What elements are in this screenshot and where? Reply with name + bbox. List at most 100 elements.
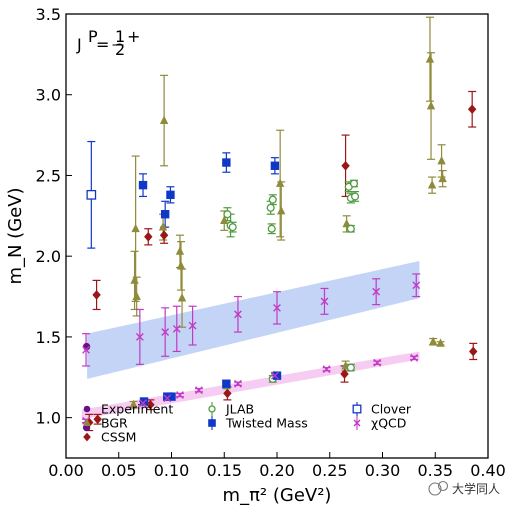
- data-point: [82, 345, 90, 354]
- data-point: [342, 218, 351, 228]
- data-point: [322, 365, 331, 374]
- x-tick-label: 0.20: [259, 461, 295, 480]
- data-point: [129, 399, 138, 409]
- data-point: [146, 399, 155, 410]
- data-point: [234, 310, 242, 319]
- y-tick-label: 3.0: [36, 86, 61, 105]
- x-marker-stroke: [139, 399, 147, 408]
- data-point: [412, 281, 421, 290]
- data-point: [93, 414, 102, 425]
- data-point: [159, 115, 169, 124]
- x-tick-label: 0.15: [206, 461, 242, 480]
- legend-marker: [83, 418, 91, 426]
- data-point: [346, 363, 355, 372]
- legend-marker: [208, 419, 216, 427]
- legend-marker: [208, 405, 216, 413]
- legend-marker: [352, 404, 362, 414]
- data-point: [373, 358, 382, 367]
- error-bars-layer: [82, 16, 478, 432]
- data-point: [144, 232, 153, 242]
- legend-label: CSSM: [101, 430, 136, 445]
- x-tick-label: 0.35: [417, 461, 453, 480]
- data-point: [176, 260, 186, 270]
- data-point: [176, 391, 184, 399]
- plot-frame: [65, 13, 489, 459]
- data-point: [438, 173, 447, 183]
- y-tick-label: 2.0: [36, 247, 61, 266]
- data-point: [436, 338, 445, 347]
- x-marker-stroke: [163, 394, 172, 403]
- x-marker-stroke: [320, 297, 329, 306]
- data-point: [220, 215, 229, 225]
- jp-annotation: J P = 1 2 +: [76, 27, 140, 59]
- y-tick-label: 2.5: [36, 166, 61, 185]
- data-point: [135, 333, 144, 341]
- data-point: [86, 189, 97, 200]
- data-point: [160, 210, 170, 219]
- data-point: [341, 160, 350, 171]
- annotation-sup: P: [88, 27, 98, 46]
- confidence-band: [87, 261, 420, 379]
- data-point: [223, 210, 232, 219]
- x-tick-label: 0.00: [48, 461, 84, 480]
- data-point: [320, 297, 329, 306]
- annotation-den: 2: [115, 40, 125, 59]
- data-point: [410, 354, 419, 362]
- x-marker-stroke: [82, 345, 90, 354]
- x-marker-stroke: [195, 386, 203, 395]
- annotation-num: 1: [115, 27, 125, 46]
- x-marker-stroke: [273, 303, 281, 312]
- y-tick-label: 1.0: [36, 409, 61, 428]
- data-point: [177, 293, 187, 302]
- data-point: [195, 386, 203, 395]
- data-point: [223, 388, 232, 399]
- data-point: [222, 158, 231, 167]
- data-point: [277, 205, 286, 215]
- x-marker-stroke: [135, 333, 144, 341]
- y-axis-title: m_N (GeV): [5, 187, 26, 284]
- x-marker-stroke: [176, 391, 184, 399]
- legend-label: BGR: [101, 416, 128, 431]
- x-axis: 0.00 0.05 0.10 0.15 0.20 0.25 0.30 0.35 0.40: [48, 452, 506, 480]
- data-point: [267, 224, 276, 233]
- data-point: [351, 192, 360, 201]
- watermark: 大学同人: [428, 480, 500, 496]
- legend-marker: [353, 419, 361, 427]
- data-point: [163, 394, 172, 403]
- data-point: [158, 222, 168, 231]
- data-point: [138, 180, 148, 190]
- legend-label: Twisted Mass: [225, 416, 308, 431]
- data-point: [139, 399, 147, 408]
- legend-marker: [83, 432, 91, 442]
- x-marker-stroke: [234, 310, 242, 319]
- legend-label: JLAB: [225, 402, 254, 417]
- data-point: [159, 230, 169, 240]
- data-point: [346, 224, 355, 233]
- data-point: [372, 287, 381, 296]
- confidence-band: [81, 351, 420, 420]
- x-marker-stroke: [188, 321, 197, 330]
- legend-marker: [83, 405, 91, 413]
- data-point: [349, 179, 359, 188]
- data-point: [161, 328, 170, 336]
- data-point: [340, 369, 349, 379]
- data-point: [426, 101, 436, 110]
- annotation-sign: +: [127, 27, 140, 46]
- data-point: [167, 392, 176, 401]
- annotation-eq: =: [96, 35, 109, 54]
- x-marker-stroke: [372, 287, 381, 296]
- data-point: [172, 324, 181, 333]
- data-point: [92, 290, 101, 300]
- x-marker-stroke: [161, 328, 170, 336]
- data-point: [469, 346, 478, 357]
- data-point: [228, 223, 237, 232]
- data-point: [270, 161, 280, 170]
- x-tick-label: 0.40: [470, 461, 506, 480]
- data-point: [273, 303, 281, 312]
- watermark-bubble-icon: [437, 480, 449, 492]
- data-point: [234, 379, 242, 388]
- x-marker-stroke: [172, 324, 181, 333]
- x-marker-stroke: [322, 365, 331, 374]
